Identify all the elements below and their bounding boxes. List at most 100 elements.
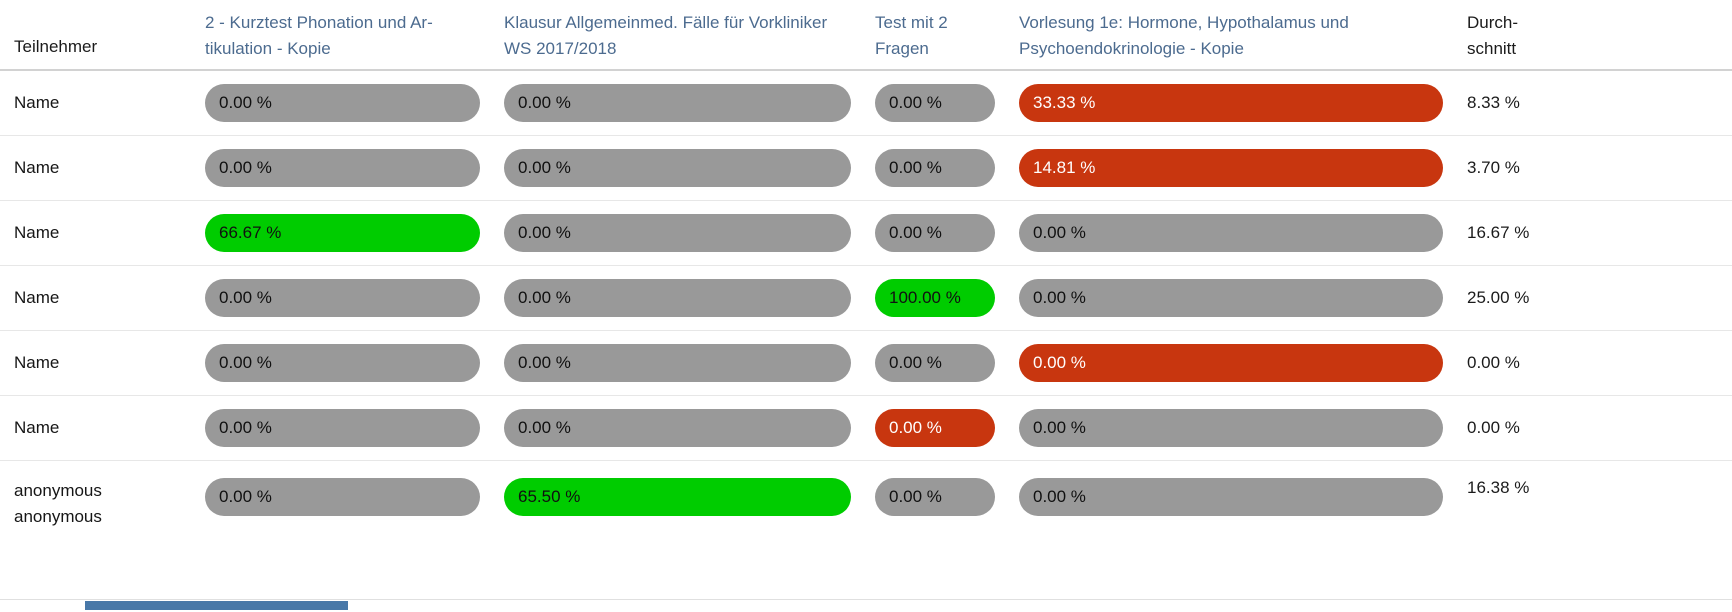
score-badge-failed: 0.00 % xyxy=(875,409,995,447)
average-header-label: Durch­schnitt xyxy=(1467,13,1519,58)
score-badge-neutral: 0.00 % xyxy=(205,344,480,382)
score-cell: 0.00 % xyxy=(875,214,995,252)
score-cell: 0.00 % xyxy=(205,409,480,447)
column-header-participant: Teilnehmer xyxy=(0,37,181,69)
score-cell: 100.00 % xyxy=(875,279,995,317)
score-cell: 0.00 % xyxy=(504,409,851,447)
participant-name: Name xyxy=(0,155,181,181)
column-header-average: Durch­schnitt xyxy=(1467,10,1547,62)
score-cell: 0.00 % xyxy=(875,149,995,187)
table-row: Name 0.00 % 0.00 % 100.00 % 0.00 % 25.00 % xyxy=(0,266,1732,331)
test-column-header-link[interactable]: Klausur Allgemeinmed. Fälle für Vorkli­n… xyxy=(504,13,828,58)
average-value: 8.33 % xyxy=(1467,93,1547,113)
score-badge-failed: 33.33 % xyxy=(1019,84,1443,122)
score-cell: 0.00 % xyxy=(504,344,851,382)
score-badge-failed: 0.00 % xyxy=(1019,344,1443,382)
score-badge-passed: 65.50 % xyxy=(504,478,851,516)
score-badge-neutral: 0.00 % xyxy=(875,84,995,122)
table-row: Name 66.67 % 0.00 % 0.00 % 0.00 % 16.67 % xyxy=(0,201,1732,266)
average-value: 0.00 % xyxy=(1467,418,1547,438)
score-badge-neutral: 0.00 % xyxy=(504,214,851,252)
score-cell: 0.00 % xyxy=(504,149,851,187)
score-badge-neutral: 0.00 % xyxy=(205,409,480,447)
score-badge-neutral: 0.00 % xyxy=(875,149,995,187)
score-cell: 0.00 % xyxy=(205,149,480,187)
score-badge-passed: 66.67 % xyxy=(205,214,480,252)
score-badge-neutral: 0.00 % xyxy=(504,84,851,122)
horizontal-scrollbar[interactable] xyxy=(0,600,1732,612)
participant-name: Name xyxy=(0,350,181,376)
average-value-label: 25.00 % xyxy=(1467,288,1530,307)
participant-name-label: Name xyxy=(14,93,60,112)
score-cell: 0.00 % xyxy=(504,279,851,317)
participant-name: Name xyxy=(0,415,181,441)
score-badge-neutral: 0.00 % xyxy=(1019,478,1443,516)
average-value: 3.70 % xyxy=(1467,158,1547,178)
score-badge-neutral: 0.00 % xyxy=(205,84,480,122)
participant-name-label: Name xyxy=(14,288,60,307)
score-cell: 0.00 % xyxy=(1019,409,1443,447)
test-column-header-link[interactable]: Vorlesung 1e: Hormone, Hypothalamus und … xyxy=(1019,13,1349,58)
score-badge-neutral: 0.00 % xyxy=(1019,214,1443,252)
score-cell: 0.00 % xyxy=(504,214,851,252)
average-value-label: 3.70 % xyxy=(1467,158,1520,177)
score-badge-neutral: 0.00 % xyxy=(205,478,480,516)
scrollbar-thumb[interactable] xyxy=(85,601,348,610)
average-value-label: 16.67 % xyxy=(1467,223,1530,242)
score-cell: 0.00 % xyxy=(875,409,995,447)
score-badge-neutral: 0.00 % xyxy=(875,214,995,252)
score-badge-neutral: 0.00 % xyxy=(1019,279,1443,317)
score-cell: 0.00 % xyxy=(205,84,480,122)
average-value: 0.00 % xyxy=(1467,353,1547,373)
participant-header-label: Teilnehmer xyxy=(14,37,98,56)
test-column-header-link[interactable]: 2 - Kurztest Phonation und Ar­tikulation… xyxy=(205,13,433,58)
test-column-header-cell: 2 - Kurztest Phonation und Ar­tikulation… xyxy=(205,10,480,62)
test-column-header-cell: Test mit 2 Fragen xyxy=(875,10,995,62)
table-body: Name 0.00 % 0.00 % 0.00 % 33.33 % 8.33 % Name 0… xyxy=(0,71,1732,600)
score-cell: 0.00 % xyxy=(875,344,995,382)
score-cell: 66.67 % xyxy=(205,214,480,252)
test-column-header-cell: Vorlesung 1e: Hormone, Hypothalamus und … xyxy=(1019,10,1443,62)
score-cell: 0.00 % xyxy=(875,84,995,122)
average-value-label: 8.33 % xyxy=(1467,93,1520,112)
participant-name-label: Name xyxy=(14,353,60,372)
score-badge-neutral: 0.00 % xyxy=(205,279,480,317)
score-cell: 0.00 % xyxy=(875,478,995,516)
test-column-header-link[interactable]: Test mit 2 Fragen xyxy=(875,13,948,58)
score-cell: 0.00 % xyxy=(1019,478,1443,516)
score-cell: 65.50 % xyxy=(504,478,851,516)
table-row: Name 0.00 % 0.00 % 0.00 % 0.00 % 0.00 % xyxy=(0,396,1732,461)
score-cell: 0.00 % xyxy=(504,84,851,122)
participant-name: Name xyxy=(0,90,181,116)
score-badge-neutral: 0.00 % xyxy=(504,409,851,447)
average-value-label: 0.00 % xyxy=(1467,353,1520,372)
score-cell: 14.81 % xyxy=(1019,149,1443,187)
participant-name: Name xyxy=(0,285,181,311)
participant-name-label: Name xyxy=(14,223,60,242)
score-badge-neutral: 0.00 % xyxy=(504,279,851,317)
score-badge-neutral: 0.00 % xyxy=(504,344,851,382)
score-cell: 0.00 % xyxy=(205,478,480,516)
score-cell: 0.00 % xyxy=(1019,279,1443,317)
average-value-label: 0.00 % xyxy=(1467,418,1520,437)
score-badge-neutral: 0.00 % xyxy=(875,478,995,516)
average-value-label: 16.38 % xyxy=(1467,478,1530,497)
score-badge-failed: 14.81 % xyxy=(1019,149,1443,187)
participant-name: anonymous anonymous xyxy=(0,478,181,530)
average-value: 25.00 % xyxy=(1467,288,1547,308)
score-badge-neutral: 0.00 % xyxy=(205,149,480,187)
score-badge-neutral: 0.00 % xyxy=(1019,409,1443,447)
test-column-header-cell: Klausur Allgemeinmed. Fälle für Vorkli­n… xyxy=(504,10,851,62)
score-cell: 0.00 % xyxy=(205,279,480,317)
participant-name-label: Name xyxy=(14,158,60,177)
score-cell: 0.00 % xyxy=(1019,214,1443,252)
score-badge-neutral: 0.00 % xyxy=(875,344,995,382)
participant-name-label: anonymous anonymous xyxy=(14,481,102,526)
score-cell: 33.33 % xyxy=(1019,84,1443,122)
table-row: Name 0.00 % 0.00 % 0.00 % 0.00 % 0.00 % xyxy=(0,331,1732,396)
table-row: Name 0.00 % 0.00 % 0.00 % 14.81 % 3.70 % xyxy=(0,136,1732,201)
average-value: 16.38 % xyxy=(1467,478,1547,498)
score-cell: 0.00 % xyxy=(205,344,480,382)
participant-name: Name xyxy=(0,220,181,246)
